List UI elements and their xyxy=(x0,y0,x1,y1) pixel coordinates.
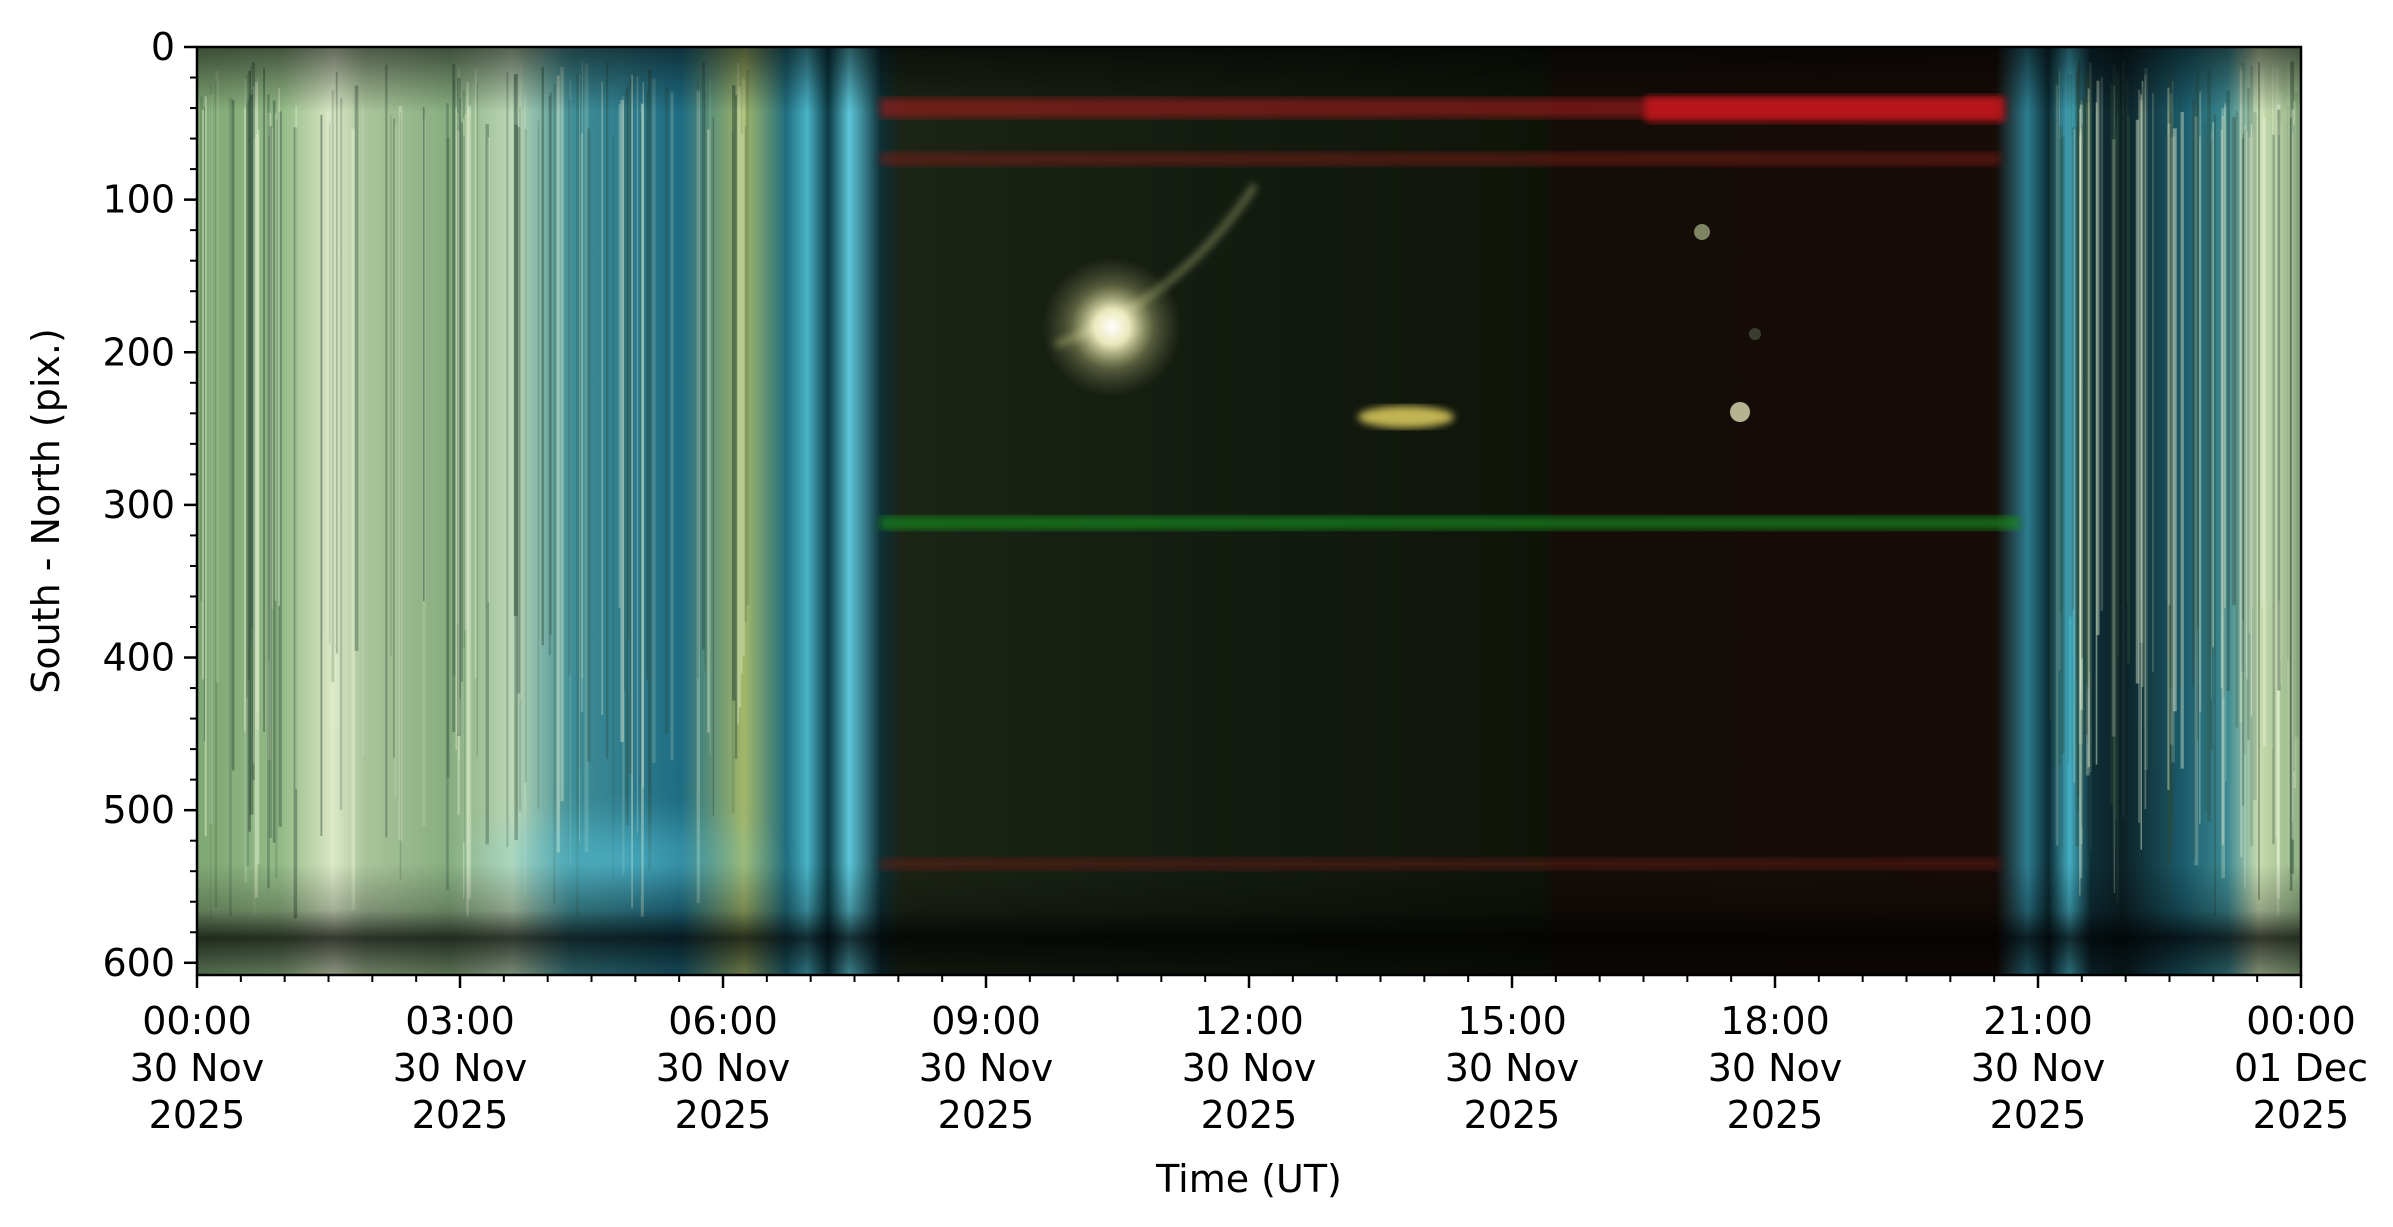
green-band xyxy=(880,516,2020,530)
red-band-upper-strong xyxy=(1645,96,2005,122)
x-tick-label-line1: 00:00 xyxy=(142,999,252,1043)
planet-spot-1 xyxy=(1694,224,1710,240)
x-tick-label-line1: 21:00 xyxy=(1983,999,2093,1043)
x-tick-label-line3: 2025 xyxy=(1727,1093,1824,1137)
red-band-second xyxy=(880,152,2000,166)
y-tick-label: 0 xyxy=(151,25,175,69)
x-tick-label-line3: 2025 xyxy=(675,1093,772,1137)
x-tick-label-line2: 30 Nov xyxy=(130,1046,265,1090)
x-tick-label-line1: 03:00 xyxy=(405,999,515,1043)
x-tick-label-line3: 2025 xyxy=(1464,1093,1561,1137)
y-tick-label: 100 xyxy=(102,178,175,222)
y-axis: 0 100 200 300 400 500 600 xyxy=(102,25,197,985)
x-tick-label-line1: 06:00 xyxy=(668,999,778,1043)
x-tick-label-line3: 2025 xyxy=(938,1093,1035,1137)
x-tick-label-line1: 12:00 xyxy=(1194,999,1304,1043)
y-tick-label: 600 xyxy=(102,941,175,985)
y-tick-label: 400 xyxy=(102,636,175,680)
x-tick-label-line3: 2025 xyxy=(412,1093,509,1137)
x-tick-label-line2: 30 Nov xyxy=(1182,1046,1317,1090)
planet-spot-3 xyxy=(1749,328,1761,340)
x-tick-label-line2: 30 Nov xyxy=(919,1046,1054,1090)
y-axis-label: South - North (pix.) xyxy=(24,328,68,694)
x-tick-label-line3: 2025 xyxy=(149,1093,246,1137)
x-tick-label-line2: 30 Nov xyxy=(1708,1046,1843,1090)
red-band-lower xyxy=(880,858,2000,870)
x-tick-label-line1: 09:00 xyxy=(931,999,1041,1043)
x-tick-label-line1: 18:00 xyxy=(1720,999,1830,1043)
x-tick-label-line1: 00:00 xyxy=(2246,999,2356,1043)
x-tick-label-line2: 01 Dec xyxy=(2234,1046,2368,1090)
moon-glow xyxy=(1042,257,1182,397)
y-tick-label: 500 xyxy=(102,788,175,832)
planet-spot-2 xyxy=(1730,402,1750,422)
x-axis-label: Time (UT) xyxy=(1155,1157,1342,1201)
x-tick-label-line2: 30 Nov xyxy=(393,1046,528,1090)
moon-reflection xyxy=(1358,406,1454,428)
y-tick-label: 300 xyxy=(102,483,175,527)
x-tick-label-line3: 2025 xyxy=(2253,1093,2350,1137)
x-tick-label-line3: 2025 xyxy=(1990,1093,2087,1137)
x-tick-label-line1: 15:00 xyxy=(1457,999,1567,1043)
x-tick-label-line2: 30 Nov xyxy=(1445,1046,1580,1090)
x-tick-label-line2: 30 Nov xyxy=(656,1046,791,1090)
y-tick-label: 200 xyxy=(102,330,175,374)
x-tick-label-line3: 2025 xyxy=(1201,1093,1298,1137)
x-tick-label-line2: 30 Nov xyxy=(1971,1046,2106,1090)
keogram-image xyxy=(197,47,2301,975)
